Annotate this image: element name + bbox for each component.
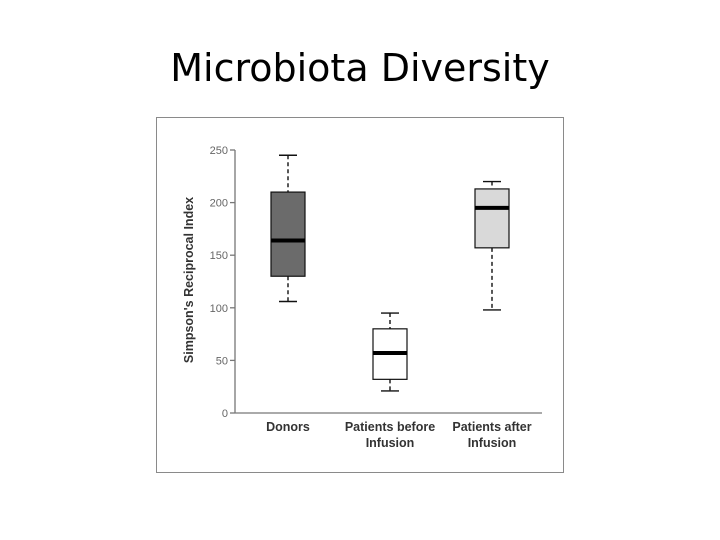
- y-tick-label: 150: [210, 250, 228, 262]
- box-plot: 0 50 100 150 200 250 Donors Patients before Inf…: [182, 145, 542, 450]
- slide-title: Microbiota Diversity: [170, 46, 550, 90]
- y-tick-label: 0: [222, 408, 228, 420]
- category-label-line: Infusion: [366, 436, 415, 450]
- y-tick-label: 200: [210, 198, 228, 210]
- category-label-line: Patients before: [345, 420, 435, 434]
- category-label: Patients after Infusion: [452, 420, 531, 450]
- y-tick-label: 50: [216, 355, 228, 367]
- y-axis-label: Simpson's Reciprocal Index: [182, 197, 196, 363]
- category-label: Donors: [266, 420, 310, 434]
- category-label-line: Infusion: [468, 436, 517, 450]
- chart-frame: 0 50 100 150 200 250 Donors Patients before Inf…: [156, 117, 564, 473]
- axes: 0 50 100 150 200 250: [210, 145, 542, 420]
- category-label-line: Patients after: [452, 420, 531, 434]
- category-label: Patients before Infusion: [345, 420, 435, 450]
- y-tick-label: 100: [210, 303, 228, 315]
- box-group: Patients after Infusion: [452, 180, 532, 450]
- y-tick-label: 250: [210, 145, 228, 157]
- box-group: Patients before Infusion: [345, 312, 435, 450]
- iqr-box: [474, 188, 510, 249]
- box-group: Donors: [266, 154, 310, 434]
- category-label-line: Donors: [266, 420, 310, 434]
- iqr-box: [270, 191, 306, 277]
